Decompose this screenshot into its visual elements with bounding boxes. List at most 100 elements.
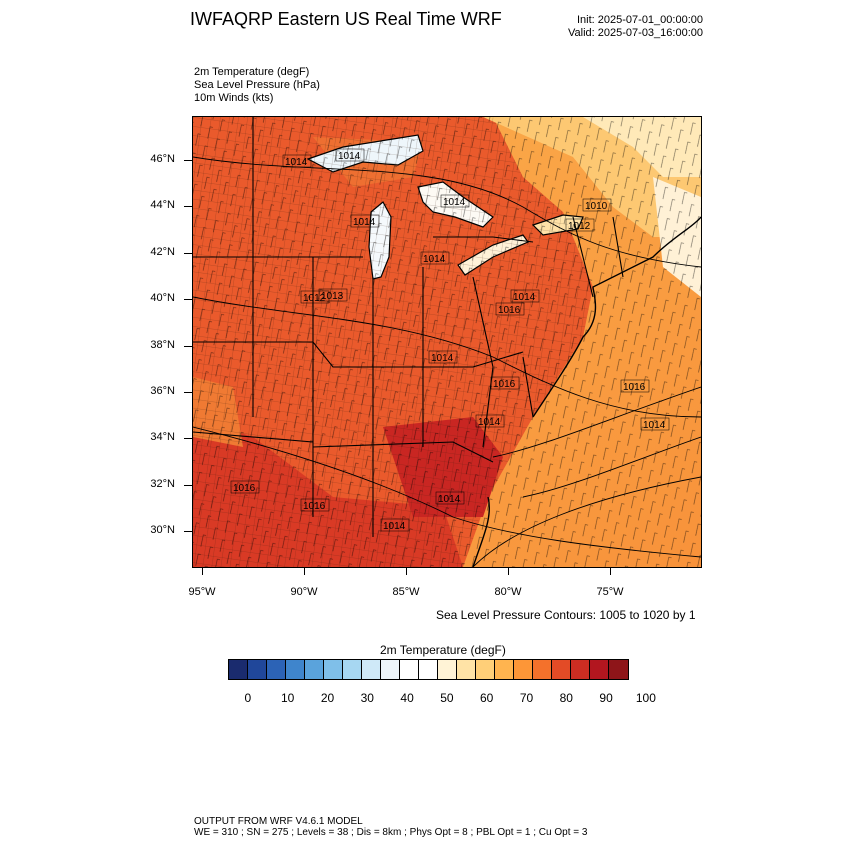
lon-tick [406, 568, 407, 575]
isobar-label: 1013 [321, 291, 344, 302]
colorbar-label: 20 [320, 691, 335, 705]
colorbar-swatch [495, 660, 514, 679]
map-title: IWFAQRP Eastern US Real Time WRF [190, 9, 502, 29]
colorbar-label: 100 [635, 691, 656, 705]
lon-label-95: 95°W [188, 586, 216, 598]
lat-label-44: 44°N [150, 199, 175, 211]
colorbar-swatch [419, 660, 438, 679]
isobar-label: 1012 [568, 221, 591, 232]
colorbar-swatch [229, 660, 248, 679]
colorbar-label: 60 [480, 691, 494, 705]
lon-label-85: 85°W [392, 586, 420, 598]
isobar-label-box [230, 480, 260, 494]
model-config: WE = 310 ; SN = 275 ; Levels = 38 ; Dis … [194, 827, 588, 838]
lon-tick [610, 568, 611, 575]
lon-label-80: 80°W [494, 586, 522, 598]
colorbar-swatch [552, 660, 571, 679]
isobar-label-box [495, 302, 525, 316]
isobar-label: 1016 [623, 382, 646, 393]
isobar-label-box [490, 376, 520, 390]
lat-label-42: 42°N [150, 246, 175, 258]
isobar-label: 1014 [353, 217, 376, 228]
isobar-label-box [335, 148, 365, 162]
lon-label-90: 90°W [290, 586, 318, 598]
init-time: Init: 2025-07-01_00:00:00 [577, 14, 703, 26]
isobar-label-box [565, 218, 595, 232]
field-winds: 10m Winds (kts) [194, 92, 274, 104]
field-temperature: 2m Temperature (degF) [194, 66, 310, 78]
isobar-label: 1014 [338, 151, 361, 162]
colorbar-label: 50 [440, 691, 454, 705]
lat-tick [184, 206, 192, 207]
isobar-label: 1014 [643, 420, 666, 431]
lon-label-75: 75°W [596, 586, 624, 598]
lat-tick [184, 299, 192, 300]
isobar-label: 1014 [431, 353, 454, 364]
lat-label-40: 40°N [150, 292, 175, 304]
lat-tick [184, 392, 192, 393]
isobar-label: 1014 [438, 494, 461, 505]
isobar-label-box [428, 350, 458, 364]
isobar-label: 1010 [585, 201, 608, 212]
isobar-label: 1016 [233, 483, 256, 494]
lat-tick [184, 160, 192, 161]
isobar-label: 1016 [493, 379, 516, 390]
colorbar-label: 70 [519, 691, 534, 705]
isobar-label: 1012 [303, 293, 326, 304]
weather-map: 1014 1014 1014 1014 1012 1014 1014 1012 1016 1014… [192, 116, 702, 568]
isobar-label-box [620, 379, 650, 393]
colorbar-label: 0 [244, 691, 252, 705]
map-canvas: 1014 1014 1014 1014 1012 1014 1014 1012 1016 1014… [193, 117, 701, 567]
colorbar-swatch [609, 660, 628, 679]
isobar-label: 1014 [423, 254, 446, 265]
isobar-label-box [380, 518, 410, 532]
isobar-contours [193, 156, 701, 567]
lon-tick [202, 568, 203, 575]
colorbar-label: 80 [559, 691, 573, 705]
isobar-label: 1014 [513, 292, 536, 303]
isobar-label-box [640, 417, 670, 431]
contour-note: Sea Level Pressure Contours: 1005 to 102… [436, 608, 696, 622]
colorbar-swatch [248, 660, 267, 679]
lat-tick [184, 253, 192, 254]
colorbar-label: 30 [360, 691, 374, 705]
colorbar-swatch [381, 660, 400, 679]
isobar-label-box [435, 491, 465, 505]
isobar-label-box [510, 289, 540, 303]
isobar-label-box [350, 214, 380, 228]
lon-tick [304, 568, 305, 575]
colorbar-swatch [590, 660, 609, 679]
isobar-label: 1014 [285, 157, 308, 168]
isobar-label-box [300, 290, 330, 304]
colorbar-swatch [305, 660, 324, 679]
isobar-label-layer: 1014 1014 1014 1014 1012 1014 1014 1012 1016 1014… [230, 148, 670, 532]
lat-label-38: 38°N [150, 339, 175, 351]
isobar-label-box [420, 251, 450, 265]
isobar-label-box [300, 498, 330, 512]
colorbar-swatch [571, 660, 590, 679]
colorbar-swatch [343, 660, 362, 679]
lat-label-46: 46°N [150, 153, 175, 165]
model-version: OUTPUT FROM WRF V4.6.1 MODEL [194, 816, 363, 827]
isobar-label-box [318, 288, 348, 302]
isobar-label: 1014 [478, 417, 501, 428]
isobar-label-box [582, 198, 612, 212]
field-pressure: Sea Level Pressure (hPa) [194, 79, 320, 91]
isobar-label-box [475, 414, 505, 428]
isobar-label: 1014 [443, 197, 466, 208]
colorbar-label: 10 [281, 691, 295, 705]
lat-label-30: 30°N [150, 524, 175, 536]
isobar-label: 1016 [498, 305, 521, 316]
colorbar-swatch [533, 660, 552, 679]
colorbar-swatch [438, 660, 457, 679]
colorbar-label: 90 [599, 691, 613, 705]
colorbar-swatch [514, 660, 533, 679]
isobar-label-box [282, 154, 312, 168]
lat-tick [184, 438, 192, 439]
colorbar-swatch [457, 660, 476, 679]
lat-label-34: 34°N [150, 431, 175, 443]
lon-tick [508, 568, 509, 575]
lat-label-32: 32°N [150, 478, 175, 490]
isobar-label: 1014 [383, 521, 406, 532]
colorbar-swatch [400, 660, 419, 679]
